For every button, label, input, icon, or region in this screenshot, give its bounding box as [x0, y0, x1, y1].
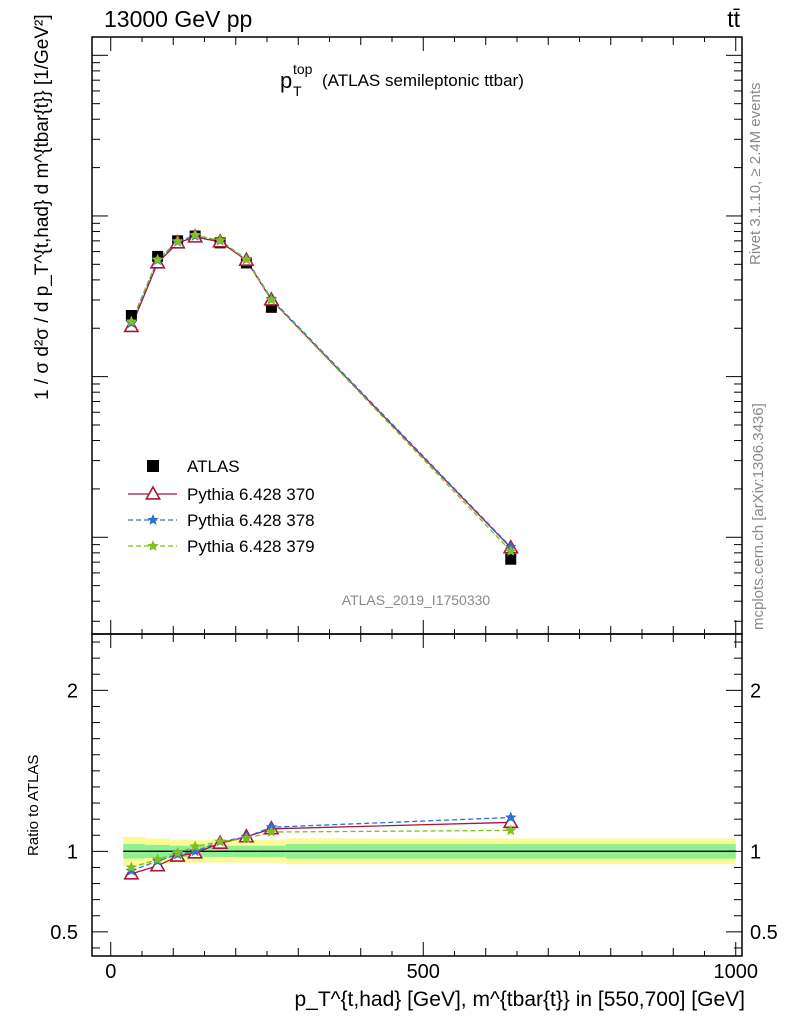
- atlas-data-point: [125, 310, 137, 322]
- series-line-3: [130, 234, 512, 552]
- pythia-379-point: [265, 293, 278, 305]
- header-energy: 13000 GeV pp: [104, 6, 252, 32]
- ratio-line-2: [131, 816, 511, 872]
- pythia-379-point: [151, 253, 164, 265]
- title-sup: top: [293, 61, 313, 77]
- y-tick-label-ratio-right: 2: [750, 680, 761, 702]
- legend-label: ATLAS: [187, 457, 240, 476]
- ratio-pythia-379-point: [505, 824, 517, 836]
- legend-label: Pythia 6.428 370: [187, 485, 315, 504]
- analysis-watermark: ATLAS_2019_I1750330: [342, 592, 491, 608]
- legend-marker-star: [147, 540, 159, 551]
- ratio-pythia-370-point: [149, 857, 166, 872]
- pythia-379-point: [125, 315, 138, 327]
- title-p: p: [280, 68, 292, 93]
- plot-title: p top T (ATLAS semileptonic ttbar): [280, 61, 524, 99]
- y-axis-label-main: 1 / σ d²σ / d p_T^{t,had} d m^{tbar{t}} …: [32, 14, 53, 400]
- title-rest: (ATLAS semileptonic ttbar): [322, 71, 524, 90]
- x-axis-label: p_T^{t,had} [GeV], m^{tbar{t}} in [550,7…: [294, 988, 745, 1011]
- ratio-pythia-379-point: [240, 832, 253, 844]
- y-axis-label-ratio: Ratio to ATLAS: [25, 755, 42, 856]
- y-tick-label-ratio: 1: [67, 841, 78, 863]
- ratio-pythia-379-point: [189, 840, 201, 852]
- ratio-pythia-379-point: [265, 826, 278, 837]
- y-tick-label-ratio: 2: [67, 680, 78, 702]
- x-tick-label: 500: [407, 961, 440, 983]
- x-tick-label: 0: [105, 961, 116, 983]
- legend-label: Pythia 6.428 379: [187, 537, 315, 556]
- ratio-pythia-379-point: [214, 835, 226, 847]
- legend-marker-atlas: [147, 460, 159, 472]
- rivet-version-label: Rivet 3.1.10, ≥ 2.4M events: [747, 83, 764, 266]
- legend-marker-star: [147, 514, 159, 525]
- y-axis-label-main-text: 1 / σ d²σ / d p_T^{t,had} d m^{tbar{t}} …: [32, 14, 53, 400]
- ratio-pythia-379-point: [125, 861, 138, 873]
- atlas-data-point: [265, 301, 277, 313]
- header-process: tt̄: [727, 6, 740, 32]
- pythia-379-point: [505, 545, 517, 556]
- legend-marker-370: [144, 485, 162, 500]
- atlas-data-point: [505, 553, 517, 565]
- title-sub: T: [293, 83, 302, 99]
- legend-label: Pythia 6.428 378: [187, 511, 315, 530]
- ratio-pythia-379-point: [171, 846, 184, 858]
- ratio-plot-frame: [91, 633, 743, 957]
- ratio-pythia-378-point: [505, 811, 517, 823]
- pythia-379-point: [171, 235, 184, 247]
- ratio-pythia-378-point: [189, 845, 201, 857]
- ratio-pythia-379-point: [151, 853, 164, 865]
- pythia-379-point: [240, 253, 253, 265]
- y-tick-label-ratio-right: 0.5: [750, 922, 778, 944]
- pythia-379-point: [214, 234, 226, 246]
- x-tick-label: 1000: [714, 961, 759, 983]
- y-tick-label-ratio-right: 1: [750, 841, 761, 863]
- pythia-379-point: [189, 229, 201, 240]
- y-tick-label-ratio: 0.5: [50, 922, 78, 944]
- mcplots-label: mcplots.cern.ch [arXiv:1306.3436]: [750, 403, 767, 630]
